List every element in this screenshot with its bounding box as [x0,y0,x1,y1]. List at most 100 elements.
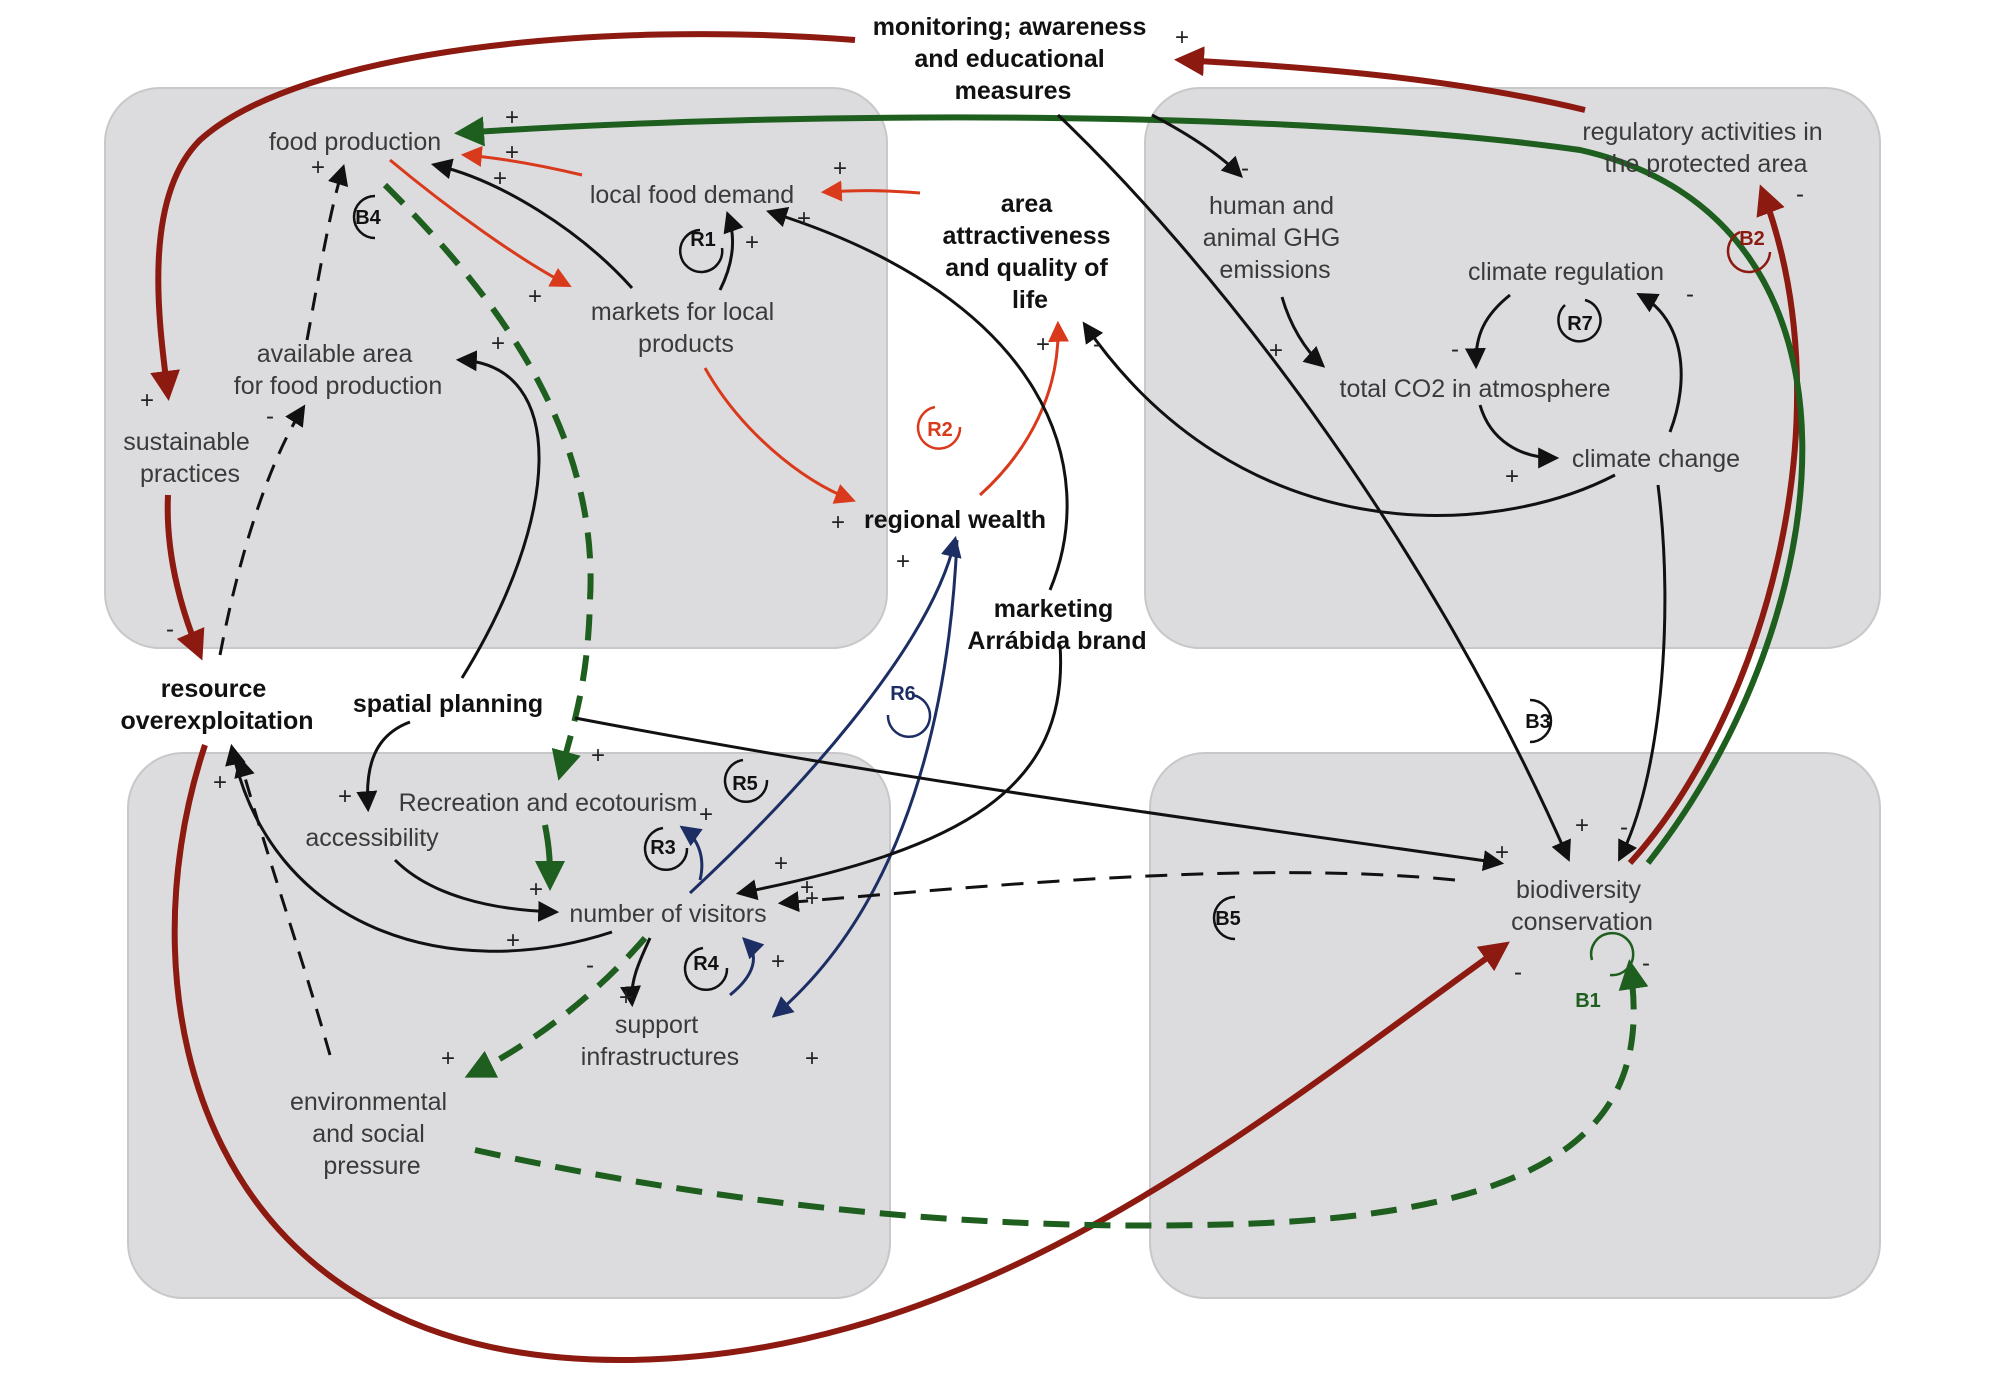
panel-bottom-left [127,752,891,1299]
link-sustainable-to-overexploitation [164,494,205,661]
loop-B5: B5 [1212,895,1241,941]
link-food-production-to-markets [389,158,572,287]
node-regional-wealth: regional wealth [864,506,1046,534]
sign: + [311,154,325,181]
node-ghg-emissions: human and animal GHG emissions [1203,192,1348,284]
svg-text:B1: B1 [1575,990,1601,1012]
sign: + [506,927,520,954]
sign: + [1495,839,1509,866]
node-local-food-demand: local food demand [590,181,794,209]
node-markets-local-products: markets for local products [591,298,781,358]
sign: + [831,509,845,536]
loop-B1: B1 [1575,931,1635,1012]
link-marketing-to-local-demand [765,207,1069,591]
loop-R1: R1 [679,228,724,274]
svg-text:R1: R1 [690,229,716,251]
sign: + [441,1045,455,1072]
svg-text:B3: B3 [1525,711,1551,733]
node-climate-regulation: climate regulation [1468,258,1664,286]
sign: - [266,403,274,430]
svg-text:B2: B2 [1739,228,1765,250]
node-resource-overexploitation: resource overexploitation [120,675,313,735]
svg-text:R5: R5 [732,773,758,795]
link-marketing-to-visitors [735,644,1063,901]
polarity-signs: + + + + + + + + + + + - - - - + - - + + … [140,24,1804,1072]
svg-text:B5: B5 [1215,908,1241,930]
sign: + [505,139,519,166]
link-monitoring-to-ghg [1151,113,1243,178]
node-recreation-ecotourism: Recreation and ecotourism [399,789,698,817]
loop-B2: B2 [1726,228,1772,274]
sign: + [800,874,814,901]
svg-text:R3: R3 [650,837,676,859]
link-ghg-to-co2 [1280,296,1326,368]
node-support-infrastructures: support infrastructures [581,1011,739,1071]
node-available-area: available area for food production [234,340,442,400]
link-env-pressure-to-overexploitation [234,755,332,1056]
sign: + [1036,331,1050,358]
link-env-pressure-to-biodiversity [474,959,1649,1229]
link-wealth-to-support-infrastructures [771,539,959,1018]
link-visitors-to-support-infrastructures [620,937,652,1008]
loop-R4: R4 [683,946,729,992]
loop-R7: R7 [1557,298,1602,343]
node-sustainable-practices: sustainable practices [123,428,256,488]
node-spatial-planning: spatial planning [353,690,543,718]
node-environmental-social-pressure: environmental and social pressure [290,1088,454,1180]
links [150,31,1806,1364]
panels [104,87,1881,1299]
link-visitors-to-regional-wealth [688,535,962,895]
sign: + [805,885,819,912]
link-recreation-to-visitors [534,824,565,891]
sign: + [1575,812,1589,839]
link-accessibility-to-visitors [393,858,560,922]
sign: + [1269,337,1283,364]
sign: - [1642,950,1650,977]
sign: - [1451,336,1459,363]
panel-bottom-right [1149,752,1881,1299]
sign: + [833,155,847,182]
link-co2-to-climate-change [1478,404,1560,469]
node-food-production: food production [269,128,441,156]
sign: + [338,783,352,810]
node-marketing-brand: marketing Arrábida brand [967,595,1146,655]
link-biodiversity-to-food-production [454,114,1806,865]
sign: + [491,330,505,357]
loop-R2: R2 [916,405,962,450]
sign: + [493,165,507,192]
loop-indicators: B1 B2 B3 B4 B5 R1 R2 R3 [352,194,1772,1012]
sign: - [1686,281,1694,308]
svg-text:R6: R6 [890,683,916,705]
link-spatial-to-available-area [455,350,541,679]
svg-text:R4: R4 [693,953,719,975]
sign: - [1796,181,1804,208]
link-food-production-to-recreation [382,182,594,781]
link-local-demand-to-food-production [460,145,583,177]
link-attractiveness-to-local-demand [820,180,921,202]
sign: + [1505,463,1519,490]
link-markets-to-food-production [430,158,634,290]
link-climate-change-to-biodiversity [1618,484,1667,862]
svg-text:B4: B4 [355,207,381,229]
link-r4-curl [729,937,765,997]
sign: + [591,742,605,769]
sign: - [166,616,174,643]
link-climate-change-to-attractiveness [1082,321,1616,517]
link-monitoring-to-sustainable [150,31,856,401]
link-markets-to-local-demand [718,211,744,291]
loop-B3: B3 [1525,698,1553,744]
loop-R6: R6 [886,683,932,739]
sign: - [1241,155,1249,182]
node-climate-change: climate change [1572,445,1740,473]
node-accessibility: accessibility [305,824,439,852]
link-r3-curl [679,825,704,881]
loop-R3: R3 [643,826,689,872]
link-climate-regulation-to-co2 [1464,293,1511,370]
sign: + [529,876,543,903]
panel-top-right [1144,87,1881,649]
link-biodiversity-to-visitors [777,871,1456,913]
node-monitoring: monitoring; awareness and educational me… [873,13,1154,105]
sign: - [586,952,594,979]
loop-R5: R5 [723,758,769,804]
